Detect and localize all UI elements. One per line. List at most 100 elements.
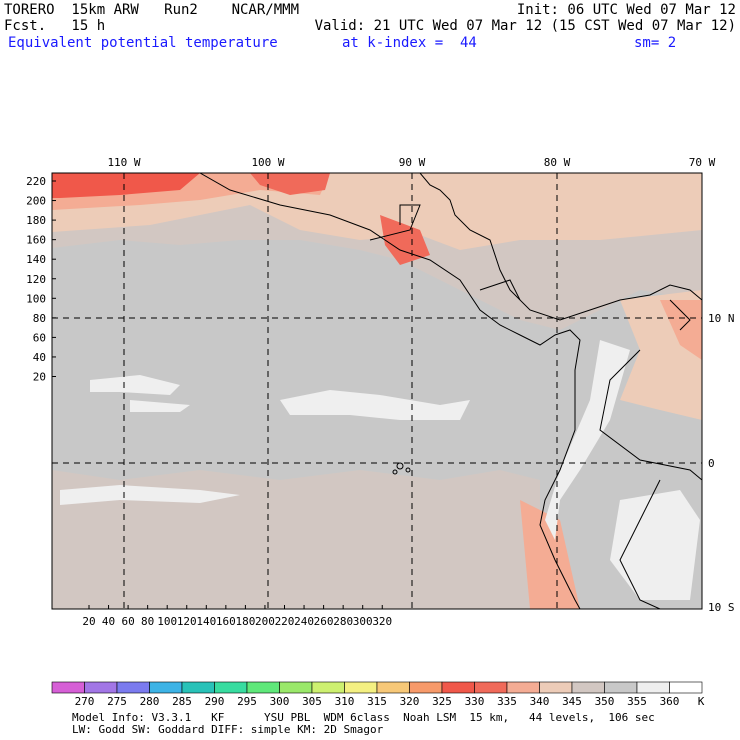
y-tick-label: 140 [26,253,46,266]
colorbar-label: 325 [432,695,452,708]
field-band-peru-coast [520,500,580,609]
colorbar-swatch [246,681,280,694]
x-tick-label: 200 [255,615,275,628]
colorbar-label: 340 [530,695,550,708]
lon-label-90w: 90 W [399,156,426,169]
y-tick-label: 200 [26,195,46,208]
field-ocean-low-3 [60,485,240,505]
colorbar-swatch [279,681,313,694]
field-ocean-low-4 [130,400,190,412]
colorbar-label: 320 [400,695,420,708]
colorbar-label: 305 [302,695,322,708]
level-index: at k-index = 44 [342,35,477,51]
colorbar-swatch [409,681,443,694]
colorbar-label: 310 [335,695,355,708]
colorbar-label: 350 [595,695,615,708]
colorbar-swatch [84,681,118,694]
colorbar-label: 285 [172,695,192,708]
field-band-335 [52,173,200,198]
colorbar-label: 355 [627,695,647,708]
colorbar-unit: K [698,695,705,708]
galapagos-island-3 [392,469,398,475]
field-andes-low [545,340,630,540]
lon-label-100w: 100 W [251,156,284,169]
field-hot-guatemala [380,215,430,265]
y-tick-label: 80 [33,312,46,325]
graticule [52,173,702,609]
colorbar-swatch [506,681,540,694]
border-south-america-2 [619,479,661,609]
y-tick-label: 100 [26,292,46,305]
y-grid-ticks: 220 200 180 160 140 120 100 80 60 40 20 [26,175,56,384]
lat-label-10s: 10 S [708,601,735,614]
colorbar-swatch [441,681,475,694]
lon-label-80w: 80 W [544,156,571,169]
y-tick-label: 180 [26,214,46,227]
galapagos-island-1 [396,462,404,470]
field-bolivia-low [610,490,700,600]
colorbar-label: 345 [562,695,582,708]
pacific-coastline [199,173,581,609]
model-title: TORERO 15km ARW Run2 NCAR/MMM [4,2,300,18]
colorbar-label: 290 [205,695,225,708]
map-frame [51,172,703,610]
lake-maracaibo [669,299,691,331]
x-tick-label: 80 [141,615,154,628]
y-tick-label: 40 [33,351,46,364]
y-tick-label: 120 [26,273,46,286]
colorbar-swatch [344,681,378,694]
colorbar-swatch [116,681,150,694]
colorbar-label: 295 [237,695,257,708]
x-tick-label: 220 [275,615,295,628]
colorbar-label: 360 [660,695,680,708]
y-tick-label: 60 [33,331,46,344]
colorbar-label: 335 [497,695,517,708]
colorbar-swatch [149,681,183,694]
coastlines [199,173,702,609]
colorbar-swatch [214,681,248,694]
x-tick-label: 20 [82,615,95,628]
colorbar-label: 270 [75,695,95,708]
lon-label-70w: 70 W [689,156,716,169]
field-ocean-low-2 [90,375,180,395]
y-tick-label: 20 [33,371,46,384]
theta-e-field [52,173,702,609]
border-guatemala [369,204,421,241]
x-tick-label: 140 [196,615,216,628]
x-tick-label: 120 [177,615,197,628]
lat-label-10n: 10 N [708,312,735,325]
colorbar-swatch [636,681,670,694]
x-tick-label: 160 [216,615,236,628]
colorbar-swatch [311,681,345,694]
valid-time: Valid: 21 UTC Wed 07 Mar 12 (15 CST Wed … [314,18,736,34]
y-tick-label: 220 [26,175,46,188]
field-band-335b [250,173,330,195]
field-name: Equivalent potential temperature [8,35,278,51]
colorbar-swatch [571,681,605,694]
x-tick-label: 320 [372,615,392,628]
colorbar-label: 280 [140,695,160,708]
x-tick-label: 40 [102,615,115,628]
lat-label-0: 0 [708,457,715,470]
field-band-south [52,470,540,609]
border-nicaragua [479,279,521,301]
colorbar-label: 275 [107,695,127,708]
colorbar-swatch [539,681,573,694]
x-tick-label: 280 [333,615,353,628]
colorbar-swatch [181,681,215,694]
galapagos-island-2 [405,467,411,473]
init-time: Init: 06 UTC Wed 07 Mar 12 [516,2,736,18]
x-tick-label: 260 [314,615,334,628]
colorbar-swatch [604,681,638,694]
border-south-america-1 [599,349,702,481]
colorbar-swatch [474,681,508,694]
lon-label-110w: 110 W [107,156,140,169]
colorbar-swatch [51,681,85,694]
colorbar-swatch [376,681,410,694]
model-info-line1: Model Info: V3.3.1 KF YSU PBL WDM 6class… [72,711,655,724]
y-tick-label: 160 [26,234,46,247]
x-tick-label: 180 [235,615,255,628]
model-info-line2: LW: Godd SW: Goddard DIFF: simple KM: 2D… [72,723,384,736]
colorbar-label: 300 [270,695,290,708]
